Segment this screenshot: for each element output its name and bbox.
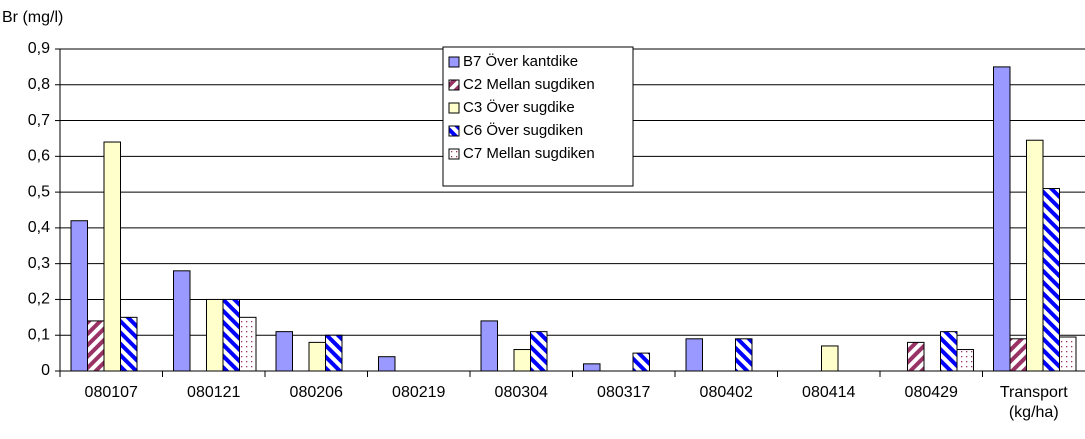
x-tick-label: 080414 [802, 384, 856, 401]
legend-label: C7 Mellan sugdiken [463, 145, 595, 162]
bar [87, 320, 105, 372]
bar [583, 363, 601, 372]
x-tick-label: 080402 [699, 384, 753, 401]
x-tick-label: 080317 [597, 384, 651, 401]
legend-box [442, 46, 634, 187]
bar [120, 316, 138, 372]
legend-swatch [448, 125, 460, 137]
x-tick-label: 080206 [289, 384, 343, 401]
bar [325, 334, 343, 372]
bar [907, 341, 925, 372]
y-axis-title: Br (mg/l) [2, 9, 63, 26]
bar [378, 356, 396, 372]
y-tick-label: 0,6 [28, 148, 50, 165]
y-tick-label: 0,1 [28, 326, 50, 343]
bar [70, 220, 88, 372]
x-tick-label: 080107 [84, 384, 138, 401]
y-tick-label: 0,4 [28, 219, 50, 236]
legend-label: C3 Över sugdike [463, 98, 575, 116]
y-tick-label: 0 [41, 362, 50, 379]
y-tick-label: 0,9 [28, 40, 50, 57]
bar [956, 349, 974, 372]
bar [1059, 336, 1077, 372]
bar [735, 338, 753, 372]
bar [940, 331, 958, 372]
bar [275, 331, 293, 372]
bar [685, 338, 703, 372]
bar [103, 141, 121, 372]
bar [530, 331, 548, 372]
legend-label: C2 Mellan sugdiken [463, 76, 595, 93]
bar [632, 352, 650, 372]
y-tick-label: 0,3 [28, 255, 50, 272]
bar [173, 270, 191, 372]
bar [206, 298, 224, 372]
y-tick-label: 0,7 [28, 112, 50, 129]
bar [480, 320, 498, 372]
y-tick-label: 0,8 [28, 76, 50, 93]
bar [821, 345, 839, 372]
legend-swatch [448, 79, 460, 91]
legend-label: C6 Över sugdiken [463, 121, 583, 139]
x-tick-label: 080121 [187, 384, 241, 401]
x-tick-label: 080304 [494, 384, 548, 401]
bar [308, 341, 326, 372]
legend-swatch [448, 148, 460, 160]
y-tick-label: 0,5 [28, 183, 50, 200]
x-tick-label: 080429 [904, 384, 958, 401]
x-tick-label: Transport (kg/ha) [999, 384, 1068, 421]
y-tick-label: 0,2 [28, 291, 50, 308]
bar [239, 316, 257, 372]
x-tick-label: 080219 [392, 384, 446, 401]
bar [222, 298, 240, 372]
legend-swatch [448, 56, 460, 68]
bar [513, 349, 531, 372]
bar [1009, 338, 1027, 372]
bar [1042, 188, 1060, 372]
legend-swatch [448, 102, 460, 114]
bar [1026, 139, 1044, 372]
bar [993, 66, 1011, 372]
legend-label: B7 Över kantdike [463, 52, 578, 70]
